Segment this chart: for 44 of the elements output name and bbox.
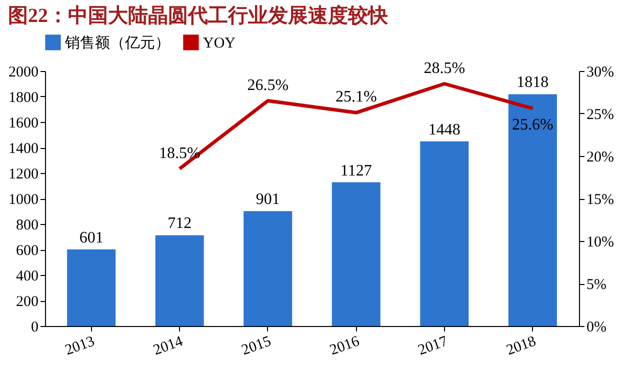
y2-tick-label: 25% bbox=[586, 107, 614, 123]
data-label: 601 bbox=[79, 229, 104, 246]
bar bbox=[332, 182, 380, 326]
data-label: 901 bbox=[256, 191, 280, 208]
bar bbox=[420, 141, 469, 326]
data-label: 26.5% bbox=[247, 76, 289, 94]
chart-title: 图22：中国大陆晶圆代工行业发展速度较快 bbox=[8, 4, 389, 27]
data-label: 1818 bbox=[516, 74, 549, 92]
data-label: 18.5% bbox=[158, 144, 200, 162]
x-tick-label: 2015 bbox=[240, 334, 274, 359]
y-tick-label: 1800 bbox=[8, 90, 38, 106]
y2-tick-label: 0% bbox=[586, 320, 606, 336]
y-tick-label: 1000 bbox=[8, 192, 38, 208]
y2-tick-label: 30% bbox=[586, 64, 614, 80]
legend-label: YOY bbox=[203, 35, 236, 52]
y-tick-label: 1200 bbox=[8, 166, 38, 182]
bar bbox=[508, 94, 557, 326]
y-tick-label: 1400 bbox=[8, 141, 38, 157]
data-label: 1127 bbox=[340, 162, 372, 180]
x-tick-label: 2013 bbox=[63, 334, 97, 359]
bar bbox=[155, 235, 204, 326]
data-label: 712 bbox=[168, 215, 192, 232]
y-tick-label: 1600 bbox=[8, 116, 38, 132]
y2-tick-label: 5% bbox=[586, 277, 606, 293]
data-label: 25.6% bbox=[512, 116, 554, 134]
y-tick-label: 0 bbox=[31, 320, 38, 336]
y-tick-label: 600 bbox=[16, 243, 38, 259]
legend-label: 销售额（亿元） bbox=[64, 34, 170, 52]
bar bbox=[244, 211, 292, 326]
y-tick-label: 2000 bbox=[8, 64, 38, 80]
y2-tick-label: 15% bbox=[586, 192, 614, 208]
bar bbox=[67, 249, 116, 326]
data-label: 1448 bbox=[428, 121, 460, 138]
x-tick-label: 2018 bbox=[504, 334, 538, 359]
x-tick-label: 2017 bbox=[416, 333, 450, 359]
x-tick-label: 2016 bbox=[328, 333, 362, 359]
y-tick-label: 200 bbox=[16, 294, 38, 310]
y2-tick-label: 20% bbox=[586, 150, 614, 166]
y-tick-label: 800 bbox=[16, 218, 38, 234]
data-label: 28.5% bbox=[424, 60, 466, 77]
x-tick-label: 2014 bbox=[151, 333, 186, 359]
y2-tick-label: 10% bbox=[586, 234, 614, 250]
data-label: 25.1% bbox=[335, 88, 377, 106]
y-tick-label: 400 bbox=[16, 268, 38, 284]
